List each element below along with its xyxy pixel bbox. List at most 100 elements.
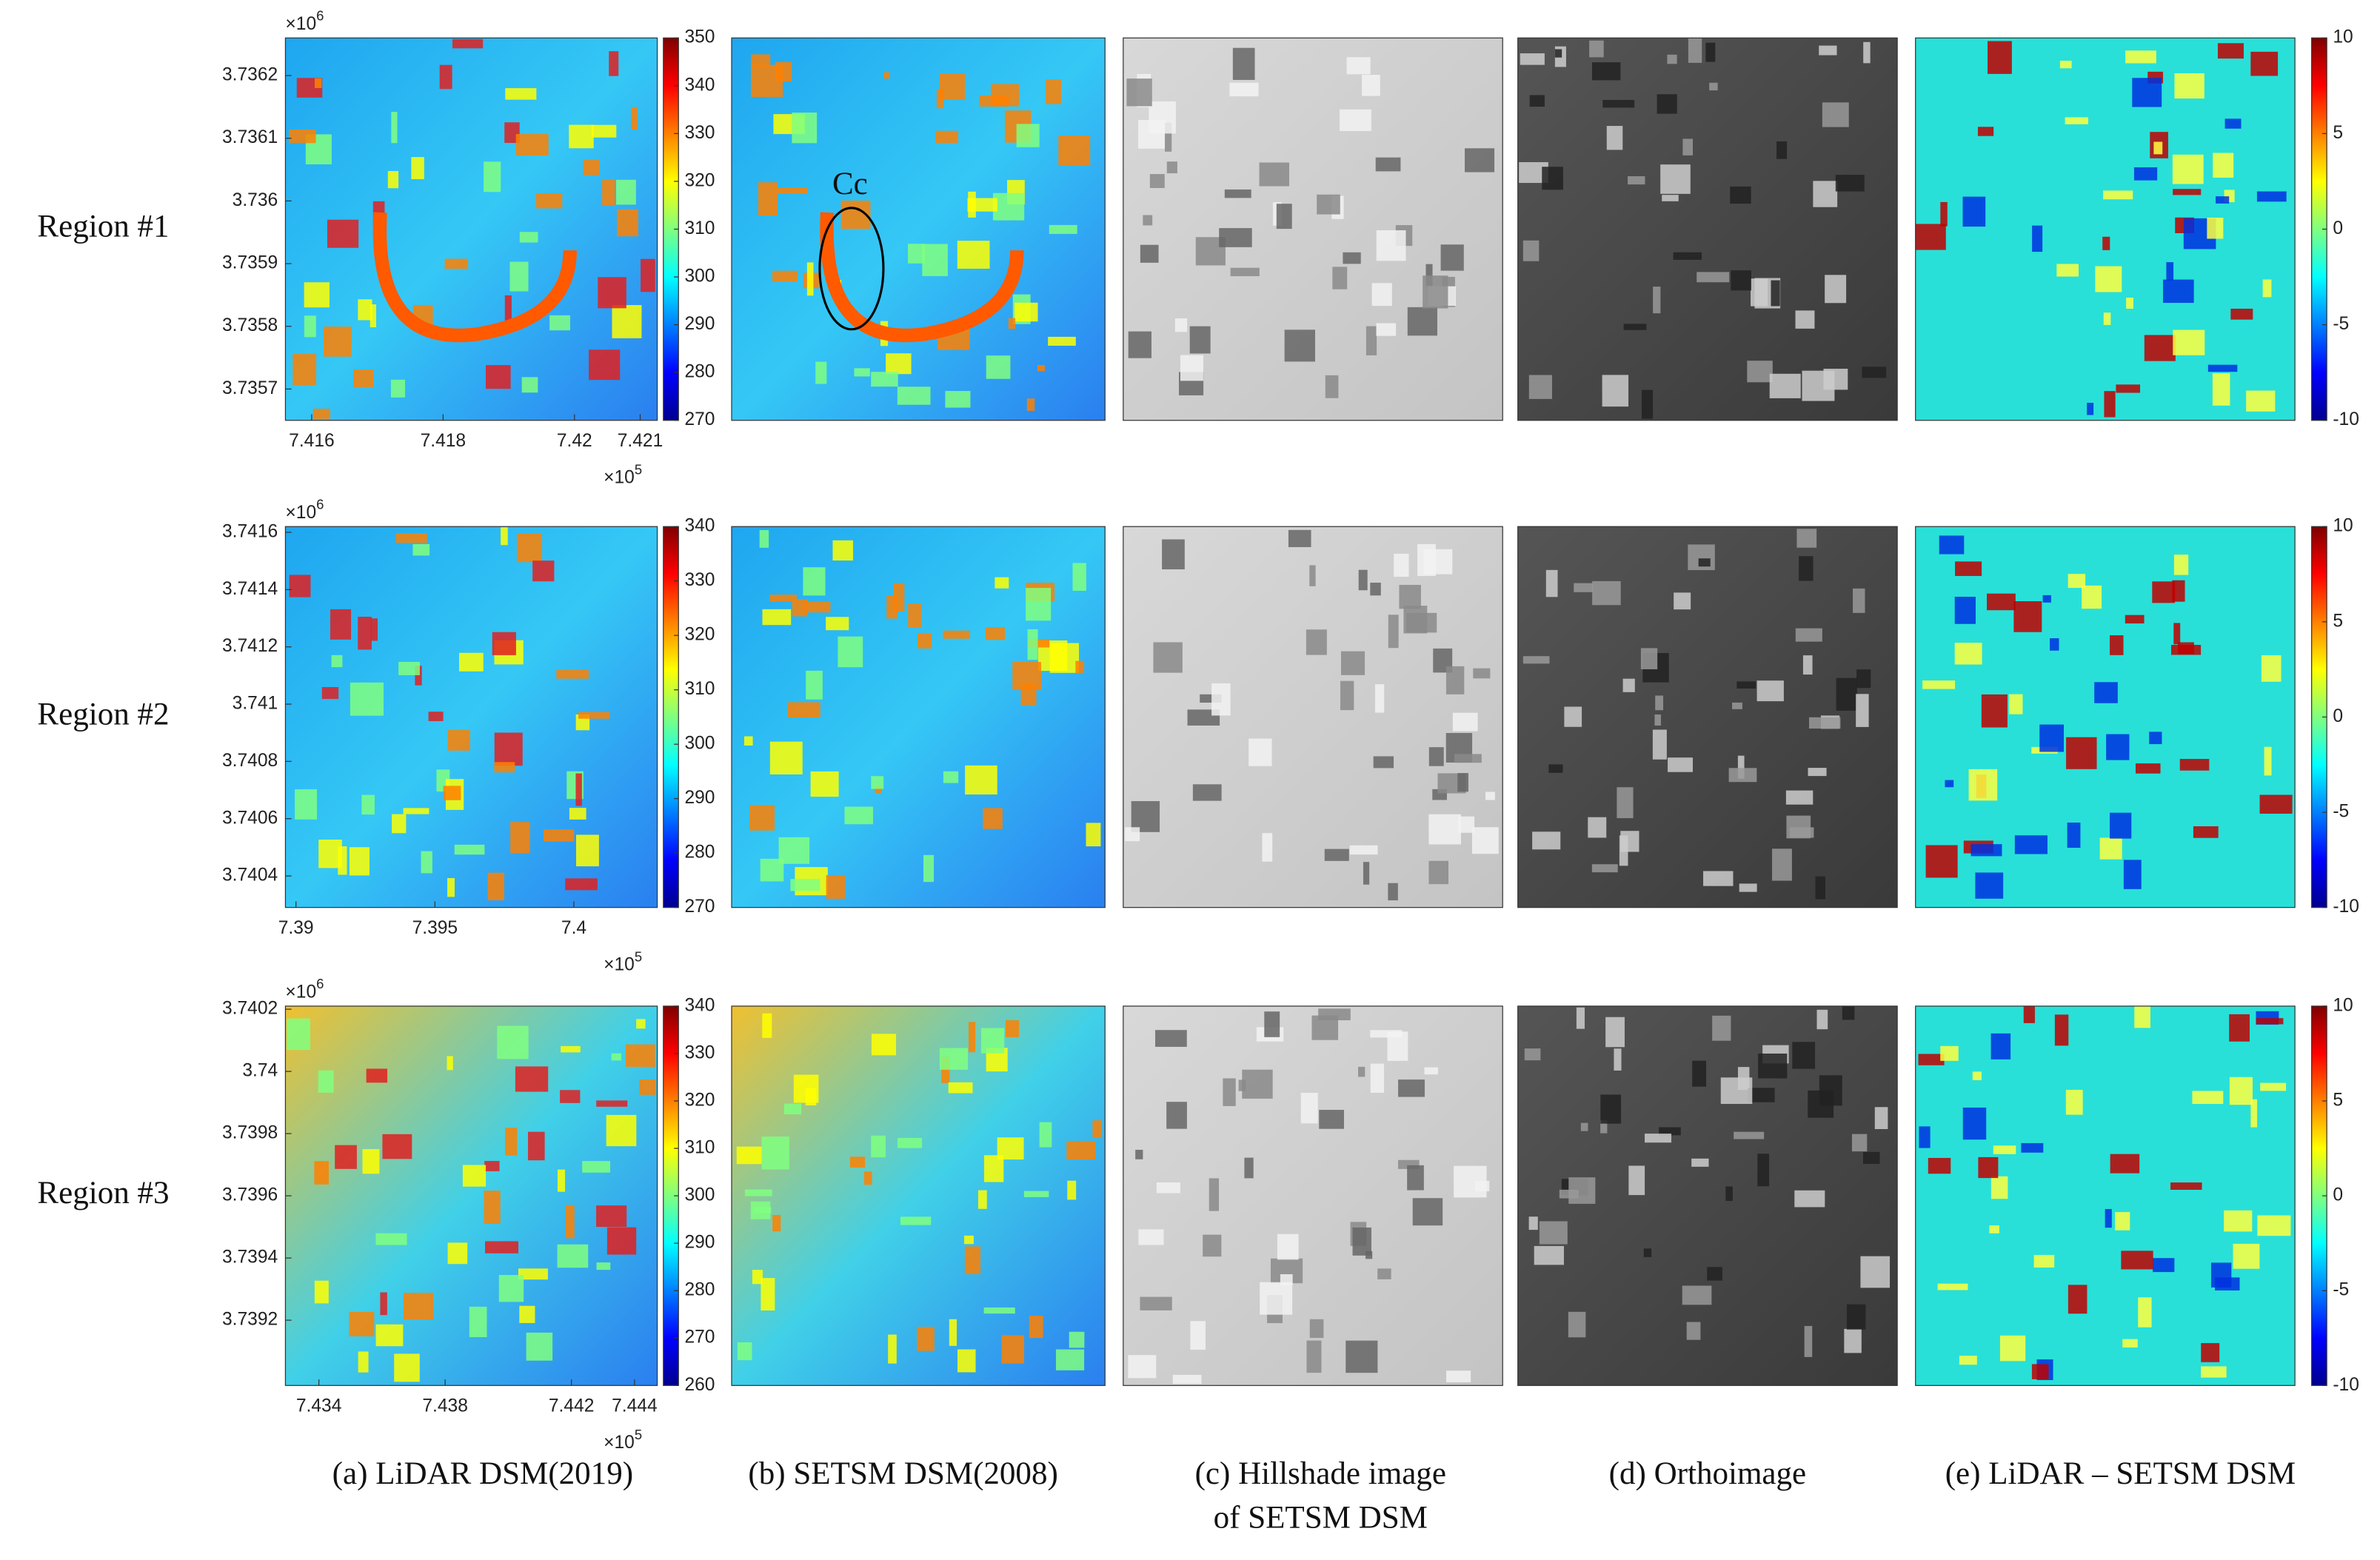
- image-feature: [444, 258, 469, 269]
- image-feature: [875, 785, 882, 794]
- image-feature: [403, 1293, 433, 1320]
- image-feature: [769, 741, 803, 774]
- image-feature: [641, 258, 655, 292]
- image-feature: [2152, 581, 2176, 603]
- colorbar-tick-label: 310: [684, 218, 715, 238]
- image-feature: [532, 560, 555, 582]
- image-feature: [2068, 1285, 2087, 1314]
- image-feature: [871, 372, 898, 387]
- image-feature: [941, 1057, 950, 1083]
- image-feature: [484, 161, 501, 193]
- image-feature: [1092, 1120, 1103, 1138]
- image-feature: [596, 1262, 611, 1271]
- colorbar-tick-label: 5: [2333, 123, 2343, 143]
- image-feature: [1309, 565, 1316, 586]
- image-feature: [2229, 1014, 2250, 1042]
- image-feature: [1288, 529, 1311, 547]
- image-feature: [606, 1114, 637, 1147]
- image-feature: [886, 595, 897, 619]
- image-feature: [1126, 78, 1152, 107]
- image-feature: [1574, 583, 1594, 592]
- image-feature: [2162, 279, 2194, 304]
- image-feature: [485, 365, 511, 389]
- image-feature: [979, 95, 1009, 107]
- colorbar-tick-label: 290: [684, 1233, 715, 1253]
- colorbar-tick-label: 280: [684, 362, 715, 382]
- image-feature: [391, 112, 398, 144]
- image-feature: [1528, 1216, 1538, 1231]
- image-frame: [1915, 1005, 2296, 1386]
- image-feature: [826, 874, 846, 899]
- image-panel: [1915, 1005, 2296, 1386]
- image-feature: [1001, 1335, 1024, 1364]
- image-feature: [358, 299, 372, 321]
- image-feature: [1200, 694, 1222, 703]
- image-feature: [908, 603, 921, 628]
- image-feature: [1580, 1122, 1588, 1131]
- image-background: [1915, 1005, 2296, 1386]
- colorbar-tick-label: 340: [684, 75, 715, 95]
- colorbar-tick-label: 320: [684, 625, 715, 645]
- image-feature: [752, 1270, 763, 1285]
- image-feature: [1809, 717, 1841, 729]
- image-feature: [1440, 244, 1464, 271]
- image-feature: [1026, 398, 1035, 411]
- image-panel: [1517, 526, 1898, 908]
- image-feature: [1357, 1066, 1366, 1077]
- image-feature: [1140, 1296, 1172, 1310]
- image-feature: [1667, 54, 1677, 64]
- y-tick-label: 3.7362: [222, 65, 278, 85]
- image-feature: [1564, 706, 1582, 727]
- image-feature: [2014, 835, 2048, 854]
- image-feature: [561, 1045, 581, 1053]
- image-feature: [1309, 1319, 1324, 1339]
- image-feature: [983, 808, 1003, 829]
- image-feature: [2250, 1099, 2258, 1128]
- colorbar-tick-label: 320: [684, 170, 715, 190]
- image-feature: [1143, 215, 1153, 226]
- image-feature: [361, 794, 375, 815]
- y-tick-label: 3.7404: [222, 866, 278, 886]
- image-feature: [2246, 390, 2276, 412]
- image-feature: [1452, 712, 1478, 732]
- image-feature: [1412, 1198, 1443, 1226]
- image-feature: [749, 805, 775, 831]
- image-feature: [948, 1082, 973, 1094]
- image-feature: [1012, 662, 1041, 691]
- exponent-base: ×10: [604, 1433, 635, 1453]
- image-feature: [566, 1205, 575, 1239]
- image-feature: [375, 1233, 407, 1245]
- image-feature: [737, 1342, 752, 1361]
- image-feature: [1981, 694, 2008, 728]
- image-feature: [1654, 714, 1661, 726]
- image-feature: [2138, 1297, 2152, 1328]
- image-panel: [1915, 37, 2296, 421]
- image-feature: [2059, 60, 2072, 69]
- image-feature: [1842, 1006, 1855, 1020]
- image-feature: [1769, 373, 1801, 398]
- image-feature: [2207, 217, 2224, 239]
- image-feature: [2170, 1182, 2202, 1190]
- image-feature: [1075, 660, 1085, 673]
- image-panel: [1915, 526, 2296, 908]
- colorbar-tick-label: 270: [684, 1328, 715, 1348]
- image-feature: [509, 261, 529, 292]
- image-feature: [1954, 596, 1976, 624]
- image-feature: [382, 1134, 412, 1159]
- image-feature: [1363, 862, 1370, 885]
- image-feature: [2224, 118, 2242, 129]
- image-feature: [1166, 1102, 1187, 1129]
- image-feature: [1180, 355, 1203, 381]
- exponent-power: 5: [635, 948, 642, 964]
- image-feature: [318, 1070, 334, 1093]
- image-feature: [1954, 643, 1982, 665]
- image-feature: [1825, 275, 1847, 304]
- image-feature: [888, 1334, 897, 1364]
- colorbar-tick-label: 0: [2333, 1185, 2343, 1205]
- image-feature: [832, 540, 853, 561]
- image-feature: [1987, 593, 2016, 611]
- image-feature: [2050, 638, 2059, 651]
- image-frame: [1123, 37, 1503, 421]
